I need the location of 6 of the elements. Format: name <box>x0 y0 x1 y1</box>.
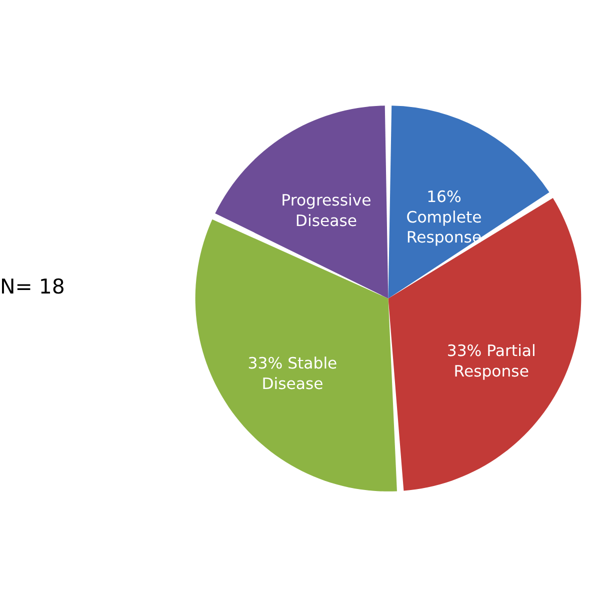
data-label: 16% <box>426 186 462 206</box>
slice-label: Complete Response <box>406 207 482 247</box>
slice-label: Progressive Disease <box>281 190 372 230</box>
text: N= 18 <box>0 274 65 298</box>
slice-label: 33% Stable Disease <box>248 353 338 393</box>
slice-label: 33% Partial Response <box>446 340 536 380</box>
